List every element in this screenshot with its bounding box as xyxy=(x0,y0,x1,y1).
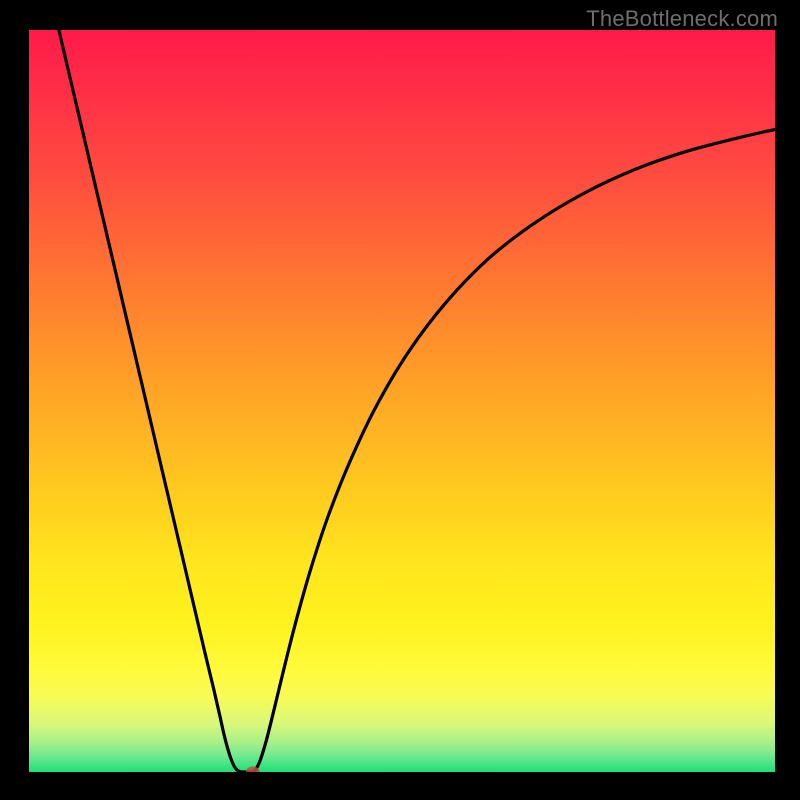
chart-svg xyxy=(0,0,800,800)
chart-container: TheBottleneck.com xyxy=(0,0,800,800)
plot-background-gradient xyxy=(29,30,775,772)
